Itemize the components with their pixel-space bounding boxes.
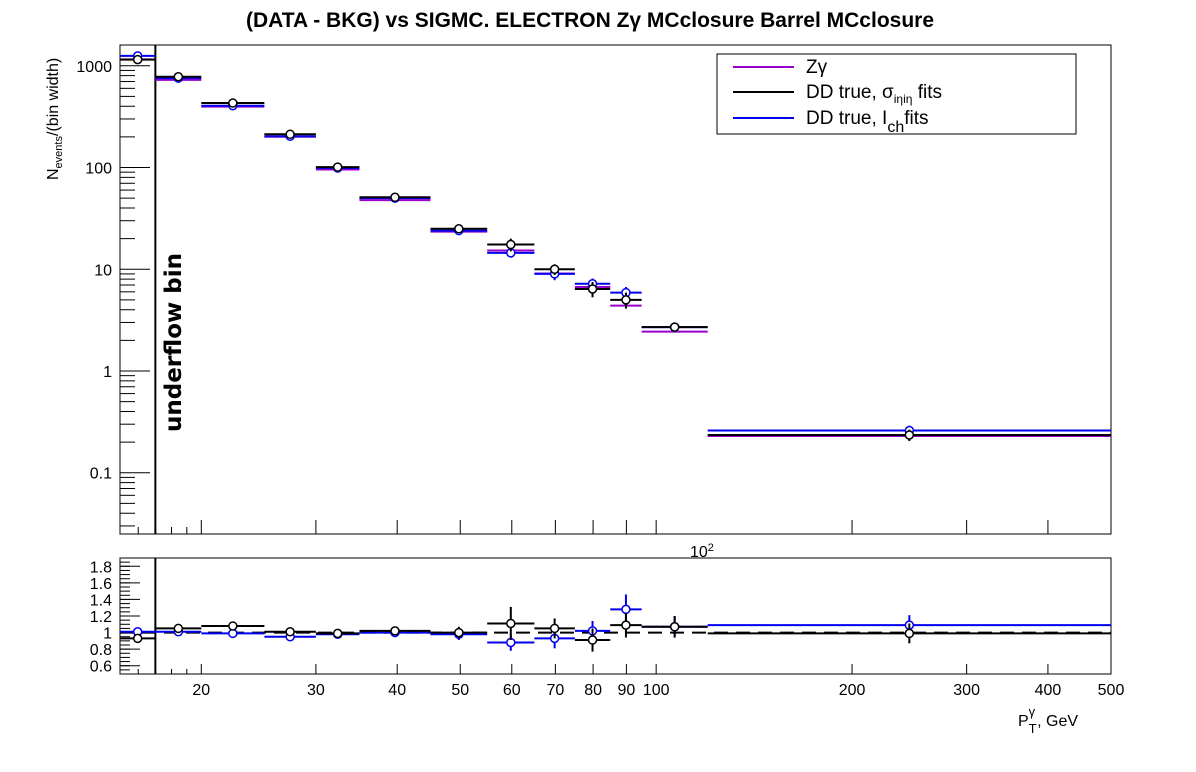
ratio-dd-sigma-marker: [228, 621, 238, 631]
ratio-y-tick-label: 1.4: [90, 592, 112, 609]
ratio-plot-panel: 20 30 40 50 60 70 80 90 100 200 300 400 5000.60.811.…: [90, 557, 1125, 699]
dd-sigma-marker: [549, 264, 560, 275]
legend: Zγ DD true, σiηiη fits DD true, Ichfits: [716, 53, 1077, 136]
main-plot-panel: 0.1 1 10 100 1000: [76, 44, 1112, 535]
x-tick-label: 400: [1035, 682, 1062, 699]
x-tick-label: 500: [1098, 682, 1125, 699]
ratio-dd-sigma-marker: [669, 622, 680, 632]
dd-sigma-marker: [454, 224, 464, 234]
ratio-dd-sigma-marker: [549, 623, 560, 634]
main-y-tick-label: 10: [94, 262, 112, 279]
ratio-dd-sigma-marker: [390, 626, 400, 636]
ratio-dd-sigma-marker: [506, 618, 516, 629]
x-tick-label: 30: [307, 682, 325, 699]
dd-sigma-marker: [132, 54, 143, 65]
underflow-bin-annotation: underflow bin: [161, 253, 187, 432]
x-tick-label: 60: [503, 682, 521, 699]
ratio-dd-sigma-marker: [454, 627, 464, 638]
ratio-y-tick-label: 0.8: [90, 642, 112, 659]
x-tick-label: 70: [546, 682, 564, 699]
dd-sigma-marker: [390, 192, 400, 203]
dd-sigma-marker: [228, 98, 238, 108]
x-tick-label: 300: [953, 682, 980, 699]
main-y-tick-label: 1000: [76, 59, 112, 76]
x-axis-label: PTγ, GeV: [1018, 704, 1078, 736]
ratio-y-tick-label: 1.2: [90, 609, 112, 626]
legend-label-dd-ich: DD true, Ichfits: [806, 108, 929, 136]
main-y-tick-label: 1: [103, 364, 112, 381]
x-tick-label: 50: [451, 682, 469, 699]
legend-label-dd-sigma: DD true, σiηiη fits: [806, 82, 942, 106]
x-tick-label: 200: [839, 682, 866, 699]
chart-title: (DATA - BKG) vs SIGMC. ELECTRON Zγ MCclo…: [246, 9, 934, 32]
dd-sigma-marker: [506, 239, 516, 250]
dd-sigma-marker: [587, 284, 598, 294]
dd-sigma-marker: [621, 295, 631, 305]
ratio-y-tick-label: 0.6: [90, 659, 112, 676]
x-tick-label: 20: [192, 682, 210, 699]
main-plot-frame: [119, 44, 1112, 535]
ratio-dd-sigma-marker: [285, 626, 295, 637]
main-y-tick-label: 100: [85, 161, 112, 178]
ratio-dd-sigma-marker: [904, 628, 915, 639]
ratio-dd-sigma-marker: [332, 628, 343, 639]
main-y-tick-label: 0.1: [90, 466, 112, 483]
dd-sigma-marker: [332, 162, 343, 172]
dd-sigma-marker: [173, 71, 184, 82]
x-tick-label: 100: [643, 682, 670, 699]
legend-label-zgamma: Zγ: [806, 57, 828, 78]
dd-sigma-marker: [904, 430, 915, 440]
ratio-y-tick-label: 1.8: [90, 559, 112, 576]
ratio-dd-ich-marker: [621, 604, 631, 615]
dd-sigma-marker: [669, 322, 680, 332]
ratio-dd-sigma-marker: [621, 620, 631, 630]
main-y-axis-label: Nevents/(bin width): [45, 58, 65, 180]
ratio-dd-sigma-marker: [173, 623, 184, 634]
x-top-decade-label: 102: [690, 542, 714, 561]
x-tick-label: 40: [388, 682, 406, 699]
ratio-y-tick-label: 1: [103, 626, 112, 643]
ratio-plot-frame: [119, 557, 1112, 675]
ratio-dd-sigma-marker: [132, 633, 143, 644]
ratio-dd-sigma-marker: [587, 635, 598, 645]
ratio-y-tick-label: 1.6: [90, 576, 112, 593]
x-tick-label: 80: [584, 682, 602, 699]
dd-sigma-marker: [285, 129, 295, 140]
x-tick-label: 90: [617, 682, 635, 699]
